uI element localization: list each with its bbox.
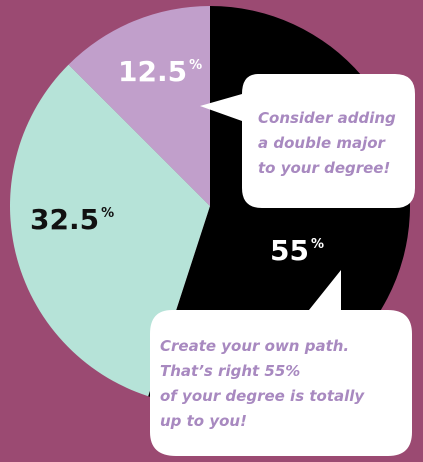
callout-bubble-bottom: [150, 270, 412, 456]
callout-text-top: Consider adding a double major to your d…: [258, 106, 414, 181]
callout-bottom-line-3: of your degree is totally: [160, 387, 365, 405]
slice-value-55: 55: [270, 234, 309, 267]
callout-top-line-2: a double major: [258, 134, 385, 152]
slice-percent-sign-55: %: [310, 237, 324, 252]
slice-value-12-5: 12.5: [118, 55, 188, 88]
callout-bottom-line-1: Create your own path.: [160, 337, 350, 355]
slice-value-32-5: 32.5: [30, 203, 100, 236]
callout-text-bottom: Create your own path. That’s right 55% o…: [160, 334, 405, 434]
callout-bubble-top: [200, 74, 415, 208]
slice-label-12-5: 12.5%: [118, 58, 202, 86]
slice-percent-sign-32-5: %: [101, 206, 115, 221]
pie-slice-12-5: [68, 6, 210, 206]
slice-percent-sign-12-5: %: [189, 58, 203, 73]
callout-bottom-line-4: up to you!: [160, 412, 247, 430]
slice-label-55: 55%: [270, 237, 324, 265]
callout-top-line-3: to your degree!: [258, 159, 391, 177]
callout-top-line-1: Consider adding: [258, 109, 396, 127]
callout-bottom-line-2: That’s right 55%: [160, 362, 301, 380]
slice-label-32-5: 32.5%: [30, 206, 114, 234]
